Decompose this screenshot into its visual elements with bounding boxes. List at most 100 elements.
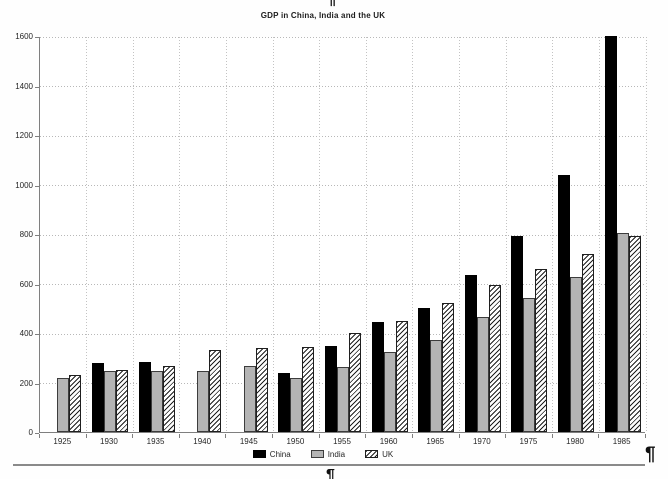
y-axis-label: 1000 xyxy=(15,180,33,190)
bar-india-1930 xyxy=(103,371,116,432)
y-axis-label: 200 xyxy=(19,378,33,388)
gridline-vertical xyxy=(86,37,88,432)
y-axis-tick xyxy=(35,86,39,88)
gridline-horizontal xyxy=(40,284,645,285)
y-axis-tick xyxy=(35,235,39,236)
x-axis-tick xyxy=(272,434,274,438)
bar-uk-1930 xyxy=(115,370,128,432)
bar-india-1985 xyxy=(616,233,629,432)
paragraph-border-rule xyxy=(13,464,645,466)
bar-india-1950 xyxy=(290,378,303,432)
bar-uk-1945 xyxy=(255,348,268,432)
gridline-horizontal xyxy=(40,135,645,137)
gridline-horizontal xyxy=(40,234,645,236)
x-axis-tick xyxy=(645,434,646,438)
gridline-vertical xyxy=(645,37,647,432)
bar-uk-1925 xyxy=(69,375,82,432)
bar-china-1975 xyxy=(511,236,524,432)
gridline-vertical xyxy=(505,37,507,432)
legend-swatch-uk xyxy=(365,450,379,458)
gridline-vertical xyxy=(459,37,461,432)
bar-uk-1980 xyxy=(582,254,595,432)
x-axis-tick xyxy=(318,434,320,438)
gridline-vertical xyxy=(412,37,414,432)
bar-china-1930 xyxy=(91,363,104,432)
x-axis-label: 1975 xyxy=(519,437,538,446)
x-axis-label: 1945 xyxy=(239,437,258,446)
bar-uk-1970 xyxy=(488,285,501,432)
bar-china-1985 xyxy=(604,36,617,432)
legend-item-uk: UK xyxy=(365,450,393,459)
x-axis-label: 1980 xyxy=(566,437,584,446)
bar-india-1975 xyxy=(523,298,536,432)
x-axis-tick xyxy=(365,434,367,438)
plot-area xyxy=(39,36,647,433)
gridline-horizontal xyxy=(40,185,645,186)
y-axis-tick xyxy=(35,334,39,335)
bar-uk-1975 xyxy=(535,269,548,432)
bar-uk-1935 xyxy=(162,366,175,432)
gridline-vertical xyxy=(598,37,600,432)
x-axis-label: 1935 xyxy=(146,437,165,446)
x-axis-label: 1985 xyxy=(612,437,631,446)
x-axis-label: 1955 xyxy=(333,437,351,446)
legend-item-china: China xyxy=(252,450,291,459)
y-axis-tick xyxy=(35,37,39,38)
gridline-vertical xyxy=(272,37,274,432)
y-axis-label: 1200 xyxy=(15,131,33,140)
chart-title: GDP in China, India and the UK xyxy=(260,11,386,20)
x-axis-label: 1950 xyxy=(286,437,305,446)
bar-china-1970 xyxy=(464,275,477,432)
legend-swatch-india xyxy=(310,450,324,458)
bar-uk-1965 xyxy=(442,303,455,432)
y-axis-label: 1600 xyxy=(15,32,33,41)
x-axis-tick xyxy=(178,434,180,438)
x-axis-tick xyxy=(39,434,40,438)
bar-uk-1960 xyxy=(395,321,408,432)
bar-uk-1955 xyxy=(349,333,361,432)
bar-china-1965 xyxy=(418,308,431,432)
x-axis-tick xyxy=(85,434,87,438)
pilcrow-mark-bottom: ¶ xyxy=(326,467,335,479)
y-axis-label: 1400 xyxy=(15,81,33,91)
x-axis-tick xyxy=(411,434,413,438)
y-axis-label: 600 xyxy=(19,279,33,289)
pilcrow-mark-top: ¶ xyxy=(327,0,336,7)
gridline-vertical xyxy=(552,37,554,432)
x-axis-tick xyxy=(132,434,134,438)
bar-uk-1985 xyxy=(628,236,641,432)
x-axis-label: 1930 xyxy=(100,437,118,446)
legend-label: India xyxy=(327,449,346,459)
bar-uk-1950 xyxy=(302,347,315,432)
bar-india-1970 xyxy=(476,317,489,432)
x-axis-tick xyxy=(225,434,227,438)
bar-china-1935 xyxy=(138,362,151,432)
x-axis-tick xyxy=(551,434,553,438)
bar-india-1925 xyxy=(57,378,70,432)
bar-india-1940 xyxy=(197,371,210,432)
y-axis-tick xyxy=(35,433,39,434)
legend-label: UK xyxy=(382,449,394,459)
x-axis-tick xyxy=(505,434,507,438)
bar-china-1980 xyxy=(558,175,571,432)
y-axis-label: 800 xyxy=(19,230,33,239)
x-axis-tick xyxy=(458,434,460,438)
legend-item-india: India xyxy=(310,449,346,459)
legend-swatch-china xyxy=(252,450,266,458)
gridline-vertical xyxy=(319,37,321,432)
bar-uk-1940 xyxy=(209,350,222,432)
bar-india-1935 xyxy=(150,371,163,432)
x-axis-label: 1970 xyxy=(472,437,491,446)
y-axis-tick xyxy=(35,383,39,385)
bar-india-1965 xyxy=(430,340,443,432)
x-axis-label: 1925 xyxy=(53,437,72,446)
gridline-vertical xyxy=(365,37,367,432)
bar-china-1955 xyxy=(325,346,337,432)
gridline-horizontal xyxy=(40,86,645,87)
gridline-vertical xyxy=(179,37,181,432)
bar-india-1955 xyxy=(337,367,349,432)
y-axis-label: 400 xyxy=(19,329,33,338)
gridline-vertical xyxy=(225,37,227,432)
y-axis-tick xyxy=(35,284,39,286)
